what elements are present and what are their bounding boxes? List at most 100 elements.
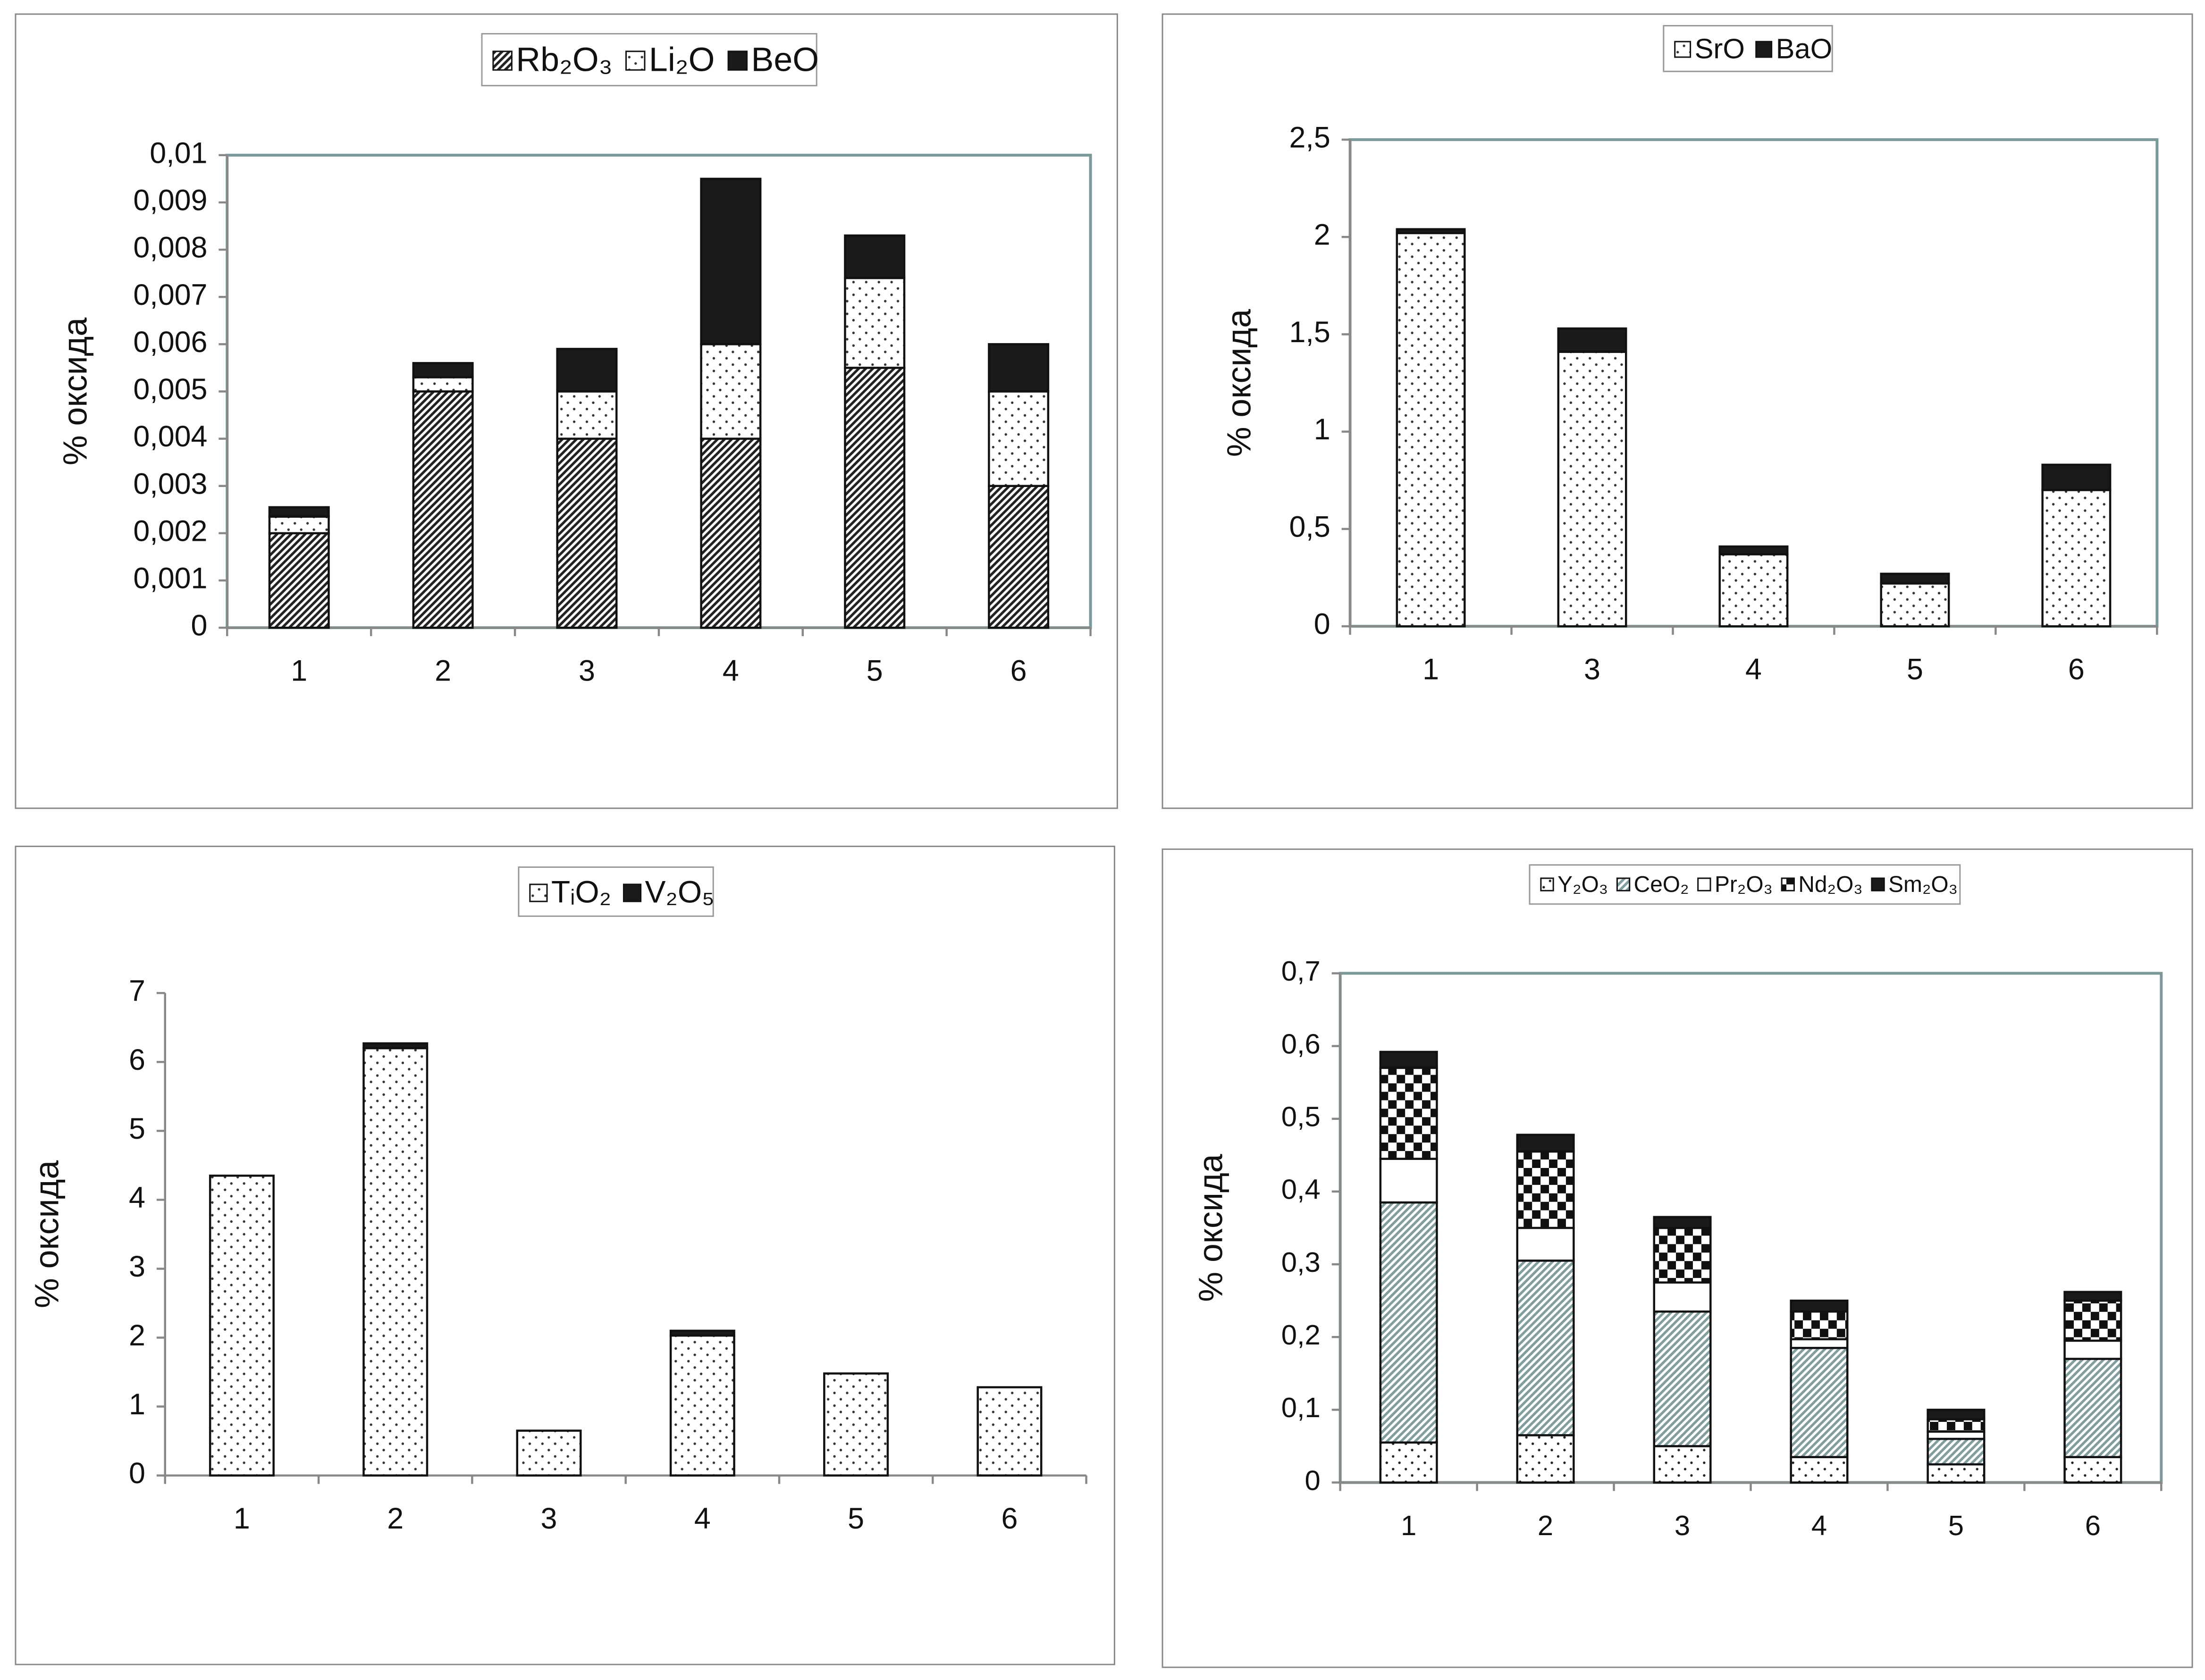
bar-segment <box>1927 1418 1986 1433</box>
bar-segment <box>412 362 474 378</box>
bar-segment <box>1516 1260 1575 1436</box>
legend-swatch <box>625 50 646 71</box>
y-tick-label: 1 <box>129 1388 145 1421</box>
bar-segment <box>412 390 474 629</box>
x-tick-label: 2 <box>387 1502 404 1535</box>
x-tick-label: 4 <box>1745 653 1762 686</box>
y-tick-label: 0,5 <box>1289 510 1330 543</box>
legend-swatch <box>1616 877 1631 891</box>
legend-swatch <box>492 50 513 71</box>
bar-segment <box>976 1386 1043 1477</box>
bar-segment <box>844 277 906 369</box>
bar-segment <box>1880 572 1950 585</box>
bar-segment <box>1653 1445 1712 1484</box>
x-tick-label: 1 <box>1422 653 1439 686</box>
x-tick-label: 3 <box>541 1502 557 1535</box>
bar-segment <box>268 515 330 535</box>
bar-segment <box>1880 582 1950 628</box>
bar-segment <box>1516 1134 1575 1153</box>
legend-label: BaO <box>1776 33 1833 64</box>
x-tick-label: 3 <box>1584 653 1600 686</box>
legend-swatch <box>1755 41 1773 58</box>
x-tick-label: 5 <box>867 654 883 687</box>
legend-label: Pr₂O₃ <box>1715 872 1773 897</box>
y-tick-label: 6 <box>129 1043 145 1076</box>
bar-segment <box>556 437 618 629</box>
bar-segment <box>1379 1201 1438 1444</box>
y-tick-label: 1 <box>1314 413 1330 446</box>
legend-label: SrO <box>1695 33 1745 64</box>
x-tick-label: 2 <box>1538 1510 1553 1541</box>
x-tick-label: 3 <box>579 654 595 687</box>
legend-label: Sm₂O₃ <box>1888 872 1958 897</box>
legend-label: Y₂O₃ <box>1557 872 1608 897</box>
bar-segment <box>1790 1338 1849 1349</box>
legend-label: Li₂O <box>649 41 715 78</box>
bar-segment <box>2063 1456 2122 1484</box>
x-tick-label: 1 <box>291 654 307 687</box>
panel-frame <box>1161 13 2193 809</box>
x-tick-label: 5 <box>848 1502 864 1535</box>
bar-segment <box>2063 1358 2122 1458</box>
bar-segment <box>1927 1430 1986 1440</box>
bar-segment <box>268 532 330 629</box>
x-tick-label: 5 <box>1907 653 1923 686</box>
y-tick-label: 0,005 <box>133 373 207 406</box>
bar-segment <box>2041 463 2112 491</box>
x-tick-label: 4 <box>1811 1510 1827 1541</box>
bar-segment <box>2063 1339 2122 1360</box>
y-tick-label: 3 <box>129 1250 145 1283</box>
legend-box <box>1529 864 1961 905</box>
x-tick-label: 3 <box>1675 1510 1690 1541</box>
y-tick-label: 0,7 <box>1281 955 1321 987</box>
bar-segment <box>1927 1463 1986 1484</box>
legend-swatch <box>623 883 642 902</box>
legend: Y₂O₃ CeO₂ Pr₂O₃ Nd₂O₃ Sm₂O₃ <box>1529 864 1961 905</box>
y-tick-label: 4 <box>129 1181 145 1214</box>
x-tick-label: 6 <box>1010 654 1027 687</box>
bar-segment <box>1379 1050 1438 1069</box>
bar-segment <box>412 376 474 393</box>
bar-segment <box>1653 1281 1712 1313</box>
x-tick-label: 1 <box>1401 1510 1416 1541</box>
bar-segment <box>988 390 1050 487</box>
y-axis-label: % оксида <box>1192 1154 1230 1302</box>
x-tick-label: 2 <box>435 654 451 687</box>
bar-segment <box>1790 1310 1849 1341</box>
y-tick-label: 0,003 <box>133 467 207 500</box>
bar-segment <box>669 1334 735 1477</box>
bar-segment <box>1396 232 1466 628</box>
bar-segment <box>823 1372 889 1477</box>
bar-segment <box>1790 1456 1849 1484</box>
panel-frame <box>15 845 1115 1665</box>
bar-segment <box>2041 489 2112 628</box>
y-tick-label: 2 <box>129 1319 145 1352</box>
y-tick-label: 0,001 <box>133 562 207 595</box>
bar-segment <box>700 343 762 440</box>
y-tick-label: 0,3 <box>1281 1246 1321 1278</box>
x-tick-label: 6 <box>2085 1510 2101 1541</box>
bar-segment <box>556 348 618 393</box>
y-tick-label: 0 <box>129 1457 145 1490</box>
y-tick-label: 1,5 <box>1289 316 1330 349</box>
y-tick-label: 0,002 <box>133 514 207 547</box>
y-tick-label: 0 <box>191 609 208 642</box>
bar-segment <box>844 234 906 279</box>
legend: Rb₂O₃ Li₂O BeO <box>481 33 819 86</box>
y-axis-label: % оксида <box>1220 309 1258 457</box>
y-tick-label: 0 <box>1305 1464 1321 1496</box>
bar-segment <box>1516 1434 1575 1484</box>
bar-segment <box>844 367 906 629</box>
bar-segment <box>1718 545 1789 555</box>
bar-segment <box>669 1329 735 1337</box>
legend-swatch <box>1674 41 1692 58</box>
legend-swatch <box>1697 877 1711 891</box>
y-tick-label: 0 <box>1314 608 1330 641</box>
bar-segment <box>1557 327 1627 353</box>
legend-swatch <box>529 883 548 902</box>
x-tick-label: 4 <box>694 1502 711 1535</box>
y-axis-label: % оксида <box>56 318 94 466</box>
y-tick-label: 0,006 <box>133 326 207 359</box>
x-tick-label: 6 <box>2068 653 2085 686</box>
